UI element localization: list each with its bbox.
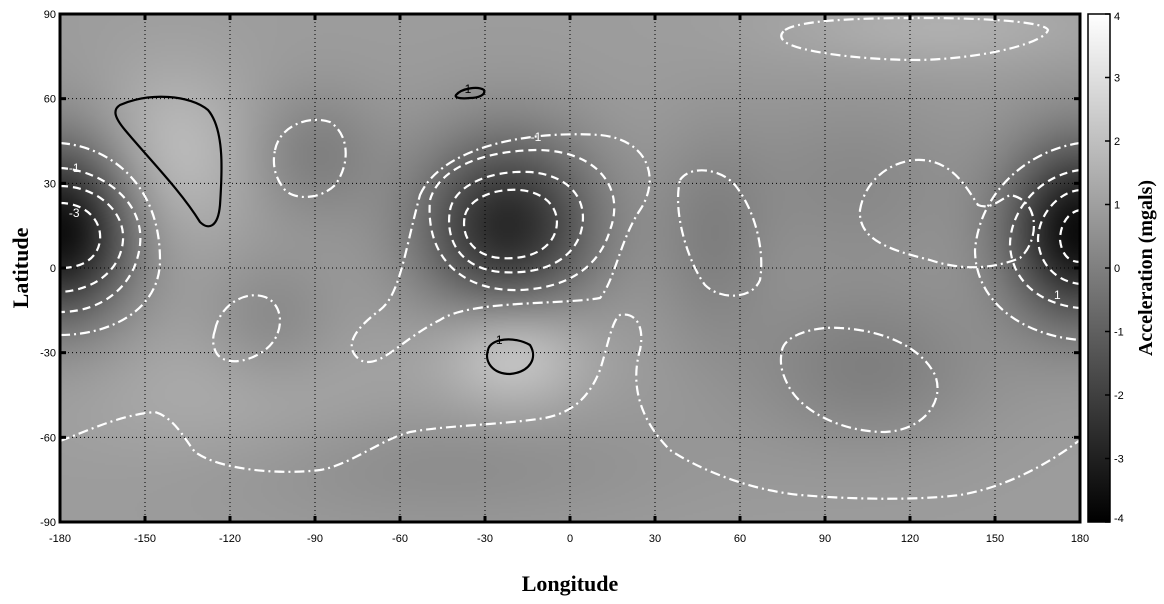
x-tick-label: 180 [1071,533,1089,545]
contour-right-1 [1008,168,1080,310]
contour-lines [60,16,1080,500]
y-tick-label: -60 [40,432,56,444]
colorbar-tick-label: 0 [1114,263,1120,275]
contour-left-3 [60,201,102,270]
contour-label: -3 [69,206,80,220]
contour-neg-se [779,326,939,434]
colorbar-tick-label: -2 [1114,390,1124,402]
x-axis-title: Longitude [522,571,619,596]
contour-label: -1 [69,161,80,175]
contour-pos-small-north [454,86,486,100]
x-tick-label: -30 [477,533,493,545]
contour-left-outer [60,141,162,337]
y-tick-label: -30 [40,348,56,360]
x-tick-label: 120 [901,533,919,545]
x-tick-label: 0 [567,533,573,545]
y-tick-label: 0 [50,263,56,275]
contour-pos-upper-left [114,95,223,228]
y-axis-ticks: -90 -60 -30 0 30 60 90 [40,9,1080,529]
contour-left-2 [60,184,125,294]
contour-label: -1 [531,130,542,144]
x-tick-label: 60 [734,533,746,545]
x-axis-ticks: -180 -150 -120 -90 -60 -30 0 30 60 90 120 150 180 [49,14,1089,545]
contour-center-2 [448,170,585,274]
y-tick-label: 30 [44,178,56,190]
colorbar-tick-label: 4 [1114,11,1120,23]
colorbar-tick-label: 1 [1114,200,1120,212]
contour-right-2 [1036,188,1080,286]
contour-neg-sw [212,294,281,363]
x-tick-label: -150 [134,533,156,545]
y-axis-title: Latitude [8,227,33,308]
contour-pos-south-center [486,338,535,376]
colorbar-tick-label: 3 [1114,73,1120,85]
contour-center-3 [462,188,558,260]
contour-neg-south-band [60,313,1080,500]
x-tick-label: 30 [649,533,661,545]
contour-label: 1 [465,82,472,96]
contour-neg-nw [272,118,347,198]
contour-neg-ne-wide [858,158,1035,269]
x-tick-label: 90 [819,533,831,545]
y-tick-label: 90 [44,9,56,21]
contour-label: 1 [496,333,503,347]
x-tick-label: -180 [49,533,71,545]
x-tick-label: -90 [307,533,323,545]
colorbar-ticks: -4 -3 -2 -1 0 1 2 3 4 [1105,11,1124,525]
colorbar-tick-label: 2 [1114,136,1120,148]
y-tick-label: -90 [40,517,56,529]
colorbar-tick-label: -3 [1114,454,1124,466]
y-tick-label: 60 [44,94,56,106]
x-tick-label: 150 [986,533,1004,545]
contour-labels: -1 -3 1 -1 1 1 [69,82,1061,347]
contour-left-1 [60,166,142,314]
contour-right-outer [973,141,1080,342]
colorbar-tick-label: -4 [1114,513,1124,525]
x-tick-label: -120 [219,533,241,545]
contour-neg-ne-narrow [676,169,763,297]
contour-neg-north-ellipse [780,16,1050,62]
colorbar-tick-label: -1 [1114,327,1124,339]
colorbar-title: Acceleration (mgals) [1135,180,1157,356]
contour-center-1 [428,148,616,292]
contour-label: 1 [1054,288,1061,302]
x-tick-label: -60 [392,533,408,545]
